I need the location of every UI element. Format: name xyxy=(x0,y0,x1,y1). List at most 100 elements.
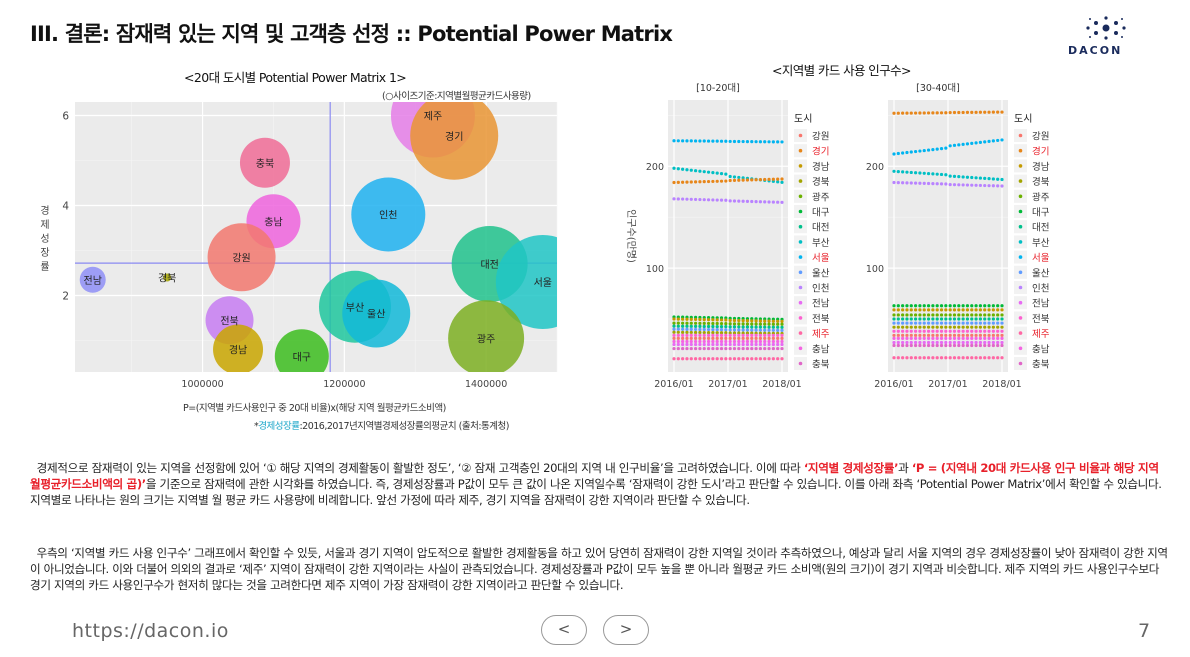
cards-point-경남 xyxy=(978,308,982,312)
cards-point-전남 xyxy=(702,342,706,347)
cards-legend-dot xyxy=(798,164,803,168)
cards-point-강원 xyxy=(780,336,784,340)
cards-point-광주 xyxy=(1000,313,1004,317)
cards-point-전남 xyxy=(931,340,935,345)
cards-point-인천 xyxy=(724,198,728,202)
cards-point-전북 xyxy=(771,333,775,337)
cards-point-인천 xyxy=(754,199,758,204)
cards-point-경남 xyxy=(922,308,926,312)
cards-point-전북 xyxy=(715,333,719,337)
cards-point-경남 xyxy=(914,308,918,312)
cards-point-울산 xyxy=(685,327,689,331)
cards-point-전북 xyxy=(892,329,896,333)
cards-point-충북 xyxy=(767,346,771,351)
cards-point-강원 xyxy=(901,333,905,337)
cards-point-경남 xyxy=(896,308,900,312)
cards-point-충북 xyxy=(741,346,745,351)
cards-point-울산 xyxy=(987,321,991,325)
matrix-y-tick-label: 4 xyxy=(62,201,69,213)
cards-point-인천 xyxy=(685,197,689,201)
cards-legend-label: 경북 xyxy=(1032,176,1050,188)
cards-point-서울 xyxy=(983,140,987,144)
cards-point-충남 xyxy=(741,339,745,344)
cards-point-대전 xyxy=(685,324,689,328)
cards-point-충남 xyxy=(750,339,754,344)
cards-point-울산 xyxy=(767,328,771,332)
cards-point-강원 xyxy=(935,333,939,337)
next-slide-button[interactable]: > xyxy=(603,615,649,645)
cards-point-경남 xyxy=(970,308,974,312)
cards-point-경북 xyxy=(702,330,706,335)
cards-point-전남 xyxy=(909,340,913,345)
cards-point-강원 xyxy=(987,333,991,337)
cards-point-울산 xyxy=(780,328,784,332)
cards-point-충북 xyxy=(896,343,900,348)
cards-point-대전 xyxy=(702,324,706,329)
cards-point-광주 xyxy=(983,313,987,317)
cards-point-전남 xyxy=(724,342,728,347)
cards-legend-label: 충북 xyxy=(812,360,830,371)
cards-point-대전 xyxy=(922,317,926,321)
cards-point-서울 xyxy=(676,139,680,143)
cards-point-광주 xyxy=(957,313,961,317)
cards-point-충남 xyxy=(685,339,689,344)
cards-point-경기 xyxy=(728,178,732,183)
matrix-title: <20대 도시별 Potential Power Matrix 1> xyxy=(184,70,407,85)
cards-point-대전 xyxy=(914,317,918,321)
cards-point-전북 xyxy=(939,329,944,333)
cards-point-전북 xyxy=(948,329,952,333)
cards-point-충북 xyxy=(719,346,724,351)
cards-point-충북 xyxy=(931,343,935,348)
cards-point-부산 xyxy=(970,175,974,180)
cards-point-부산 xyxy=(987,177,991,181)
matrix-footnote: *경제성장률:2016,2017년지역별경제성장률의평균치 (출처:통계청) xyxy=(254,418,509,432)
cards-point-강원 xyxy=(694,336,698,340)
cards-point-서울 xyxy=(698,139,702,143)
footer-url-link[interactable]: https://dacon.io xyxy=(72,620,229,642)
cards-point-광주 xyxy=(965,313,970,317)
cards-point-충남 xyxy=(952,336,957,340)
cards-point-경기 xyxy=(922,111,926,115)
cards-point-대구 xyxy=(896,304,900,308)
cards-point-경북 xyxy=(948,325,952,329)
cards-point-서울 xyxy=(758,140,762,144)
cards-legend-dot xyxy=(798,133,803,138)
cards-point-충북 xyxy=(776,346,780,351)
cards-point-경남 xyxy=(737,318,741,323)
cards-title: <지역별 카드 사용 인구수> xyxy=(772,63,911,78)
cards-point-전북 xyxy=(909,329,913,333)
cards-point-대전 xyxy=(750,325,754,329)
cards-point-인천 xyxy=(901,181,905,185)
cards-point-전북 xyxy=(974,329,978,333)
cards-point-전남 xyxy=(681,342,685,347)
cards-point-제주 xyxy=(750,357,754,361)
cards-point-전북 xyxy=(918,329,922,333)
cards-point-경북 xyxy=(676,330,680,334)
cards-point-전남 xyxy=(780,342,784,347)
cards-point-울산 xyxy=(948,321,952,325)
cards-point-대전 xyxy=(763,325,767,329)
cards-point-전북 xyxy=(728,333,732,337)
cards-point-강원 xyxy=(698,336,702,340)
cards-legend-dot xyxy=(798,194,803,199)
cards-point-대전 xyxy=(724,325,728,329)
cards-point-경기 xyxy=(918,111,922,115)
cards-point-경남 xyxy=(965,308,970,312)
cards-point-인천 xyxy=(909,181,913,185)
paragraph-1: 경제적으로 잠재력이 있는 지역을 선정함에 있어 ‘① 해당 지역의 경제활동… xyxy=(30,460,1170,508)
cards-legend-dot xyxy=(798,179,803,183)
cards-point-제주 xyxy=(901,356,905,360)
cards-point-광주 xyxy=(970,313,974,317)
cards-point-대전 xyxy=(728,325,732,329)
cards-point-전남 xyxy=(965,340,970,345)
cards-point-울산 xyxy=(758,328,762,332)
cards-legend-label: 서울 xyxy=(1032,253,1050,264)
cards-point-강원 xyxy=(758,336,762,340)
cards-legend-label: 충남 xyxy=(1032,344,1050,355)
prev-slide-button[interactable]: < xyxy=(541,615,587,645)
cards-point-인천 xyxy=(767,200,771,204)
cards-point-제주 xyxy=(961,356,965,360)
cards-point-서울 xyxy=(896,151,900,156)
cards-point-충북 xyxy=(698,346,702,351)
cards-point-부산 xyxy=(961,175,965,179)
